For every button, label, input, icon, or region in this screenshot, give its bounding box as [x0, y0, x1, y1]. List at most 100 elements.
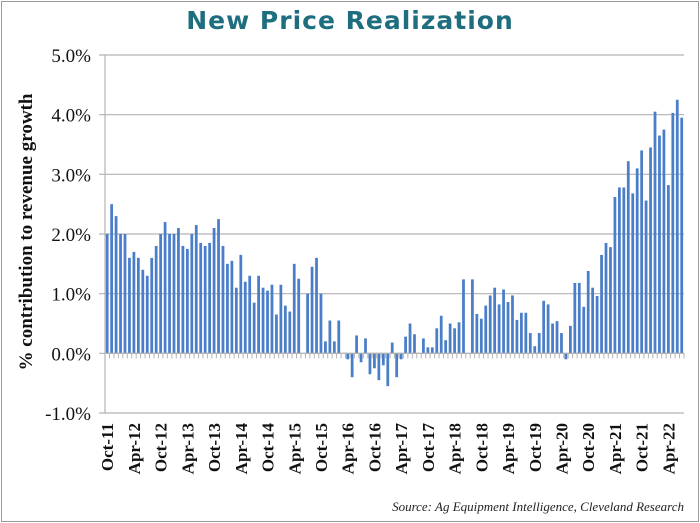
y-tick-label: 1.0% [51, 285, 91, 306]
y-tick-label: 0.0% [51, 344, 91, 365]
bar [493, 287, 497, 354]
bar [515, 319, 519, 354]
bar [439, 315, 443, 354]
bar [604, 242, 608, 354]
bar [266, 290, 269, 354]
bar [355, 335, 358, 354]
bar [145, 275, 149, 354]
bar [257, 275, 260, 354]
bar [386, 353, 390, 387]
bar [150, 257, 154, 354]
bar [555, 321, 559, 354]
bar [528, 333, 532, 354]
x-tick-label: Apr-20 [553, 423, 572, 474]
x-tick-label: Oct-18 [472, 423, 491, 472]
x-tick-label: Oct-17 [419, 423, 438, 473]
bar [128, 257, 131, 354]
bar [181, 245, 185, 354]
bar [310, 266, 314, 354]
bar [475, 313, 479, 354]
x-tick-label: Apr-14 [232, 423, 251, 475]
bar [377, 353, 381, 381]
bar [199, 242, 203, 354]
bar [212, 228, 216, 354]
bar [617, 187, 621, 354]
bar [185, 248, 189, 354]
x-tick-label: Oct-11 [98, 423, 117, 471]
x-tick-label: Oct-21 [633, 423, 652, 472]
x-tick-label: Apr-15 [285, 423, 304, 474]
bar [297, 278, 301, 354]
bar [368, 353, 372, 375]
bar [177, 228, 180, 354]
bar [172, 234, 176, 354]
y-tick-label: -1.0% [45, 404, 91, 425]
bar [395, 353, 399, 378]
bar [533, 346, 537, 354]
bar [506, 302, 510, 354]
bar [105, 234, 109, 354]
bar [324, 341, 327, 354]
bar [275, 314, 278, 354]
bar [328, 320, 332, 354]
bar [373, 353, 376, 369]
x-tick-label: Oct-13 [205, 423, 224, 472]
bar [471, 279, 474, 354]
bar [315, 257, 318, 354]
bar [221, 245, 225, 354]
bar [573, 282, 577, 354]
bar [261, 287, 265, 354]
bar [430, 347, 434, 354]
bar [591, 287, 595, 354]
bar [524, 312, 528, 354]
bar [662, 129, 666, 354]
bar [520, 312, 523, 354]
bar [217, 219, 220, 354]
bar [350, 353, 354, 378]
bar [190, 234, 194, 354]
bar [279, 284, 283, 354]
bar [484, 305, 488, 354]
bar [435, 328, 439, 354]
bar [413, 334, 416, 354]
bar [346, 353, 350, 360]
bar [546, 304, 550, 354]
x-tick-label: Apr-13 [178, 423, 197, 474]
bar [622, 187, 626, 354]
x-tick-label: Apr-18 [446, 423, 465, 474]
x-tick-label: Oct-12 [152, 423, 171, 472]
bar [511, 295, 514, 354]
bar [448, 323, 452, 354]
bar [234, 287, 238, 354]
x-tick-label: Apr-16 [339, 423, 358, 474]
bar [381, 353, 385, 366]
gridlines [99, 54, 684, 414]
bar [359, 353, 363, 363]
bar [319, 293, 323, 354]
x-tick-label: Oct-15 [312, 423, 331, 472]
bar [569, 325, 572, 354]
bar [306, 293, 309, 354]
bar [453, 328, 456, 354]
source-note: Source: Ag Equipment Intelligence, Cleve… [392, 499, 684, 514]
bar [635, 168, 639, 354]
bar [488, 295, 492, 354]
bar [226, 263, 229, 354]
bar [609, 247, 612, 354]
bar [479, 318, 483, 354]
y-tick-label: 3.0% [51, 165, 91, 186]
bar [462, 279, 465, 354]
bar [497, 304, 501, 354]
bar [288, 311, 292, 354]
bar [653, 111, 657, 354]
chart-title: New Price Realization [186, 6, 514, 35]
bar [136, 257, 140, 354]
y-tick-label: 5.0% [51, 46, 91, 67]
bar [292, 263, 296, 354]
bar [408, 323, 412, 354]
bar [119, 234, 122, 354]
bar [243, 281, 247, 354]
bar [154, 245, 158, 354]
bar [649, 147, 652, 354]
